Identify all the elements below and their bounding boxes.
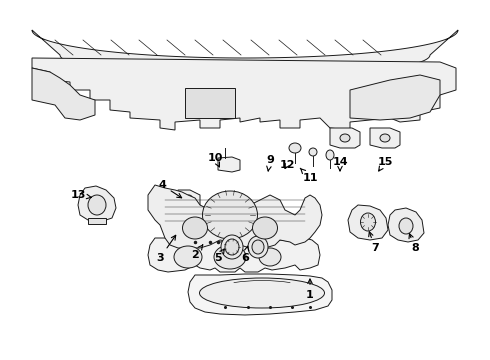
Polygon shape (148, 238, 320, 272)
Bar (185, 88, 235, 118)
Ellipse shape (326, 150, 334, 160)
Text: 10: 10 (207, 153, 222, 167)
Polygon shape (330, 128, 360, 148)
Text: 5: 5 (214, 249, 224, 263)
Polygon shape (178, 190, 200, 212)
Ellipse shape (361, 213, 375, 231)
Polygon shape (148, 185, 322, 248)
Polygon shape (388, 208, 424, 242)
Ellipse shape (289, 143, 301, 153)
Ellipse shape (88, 195, 106, 215)
Text: 1: 1 (306, 279, 314, 300)
Polygon shape (78, 186, 116, 222)
Text: 15: 15 (377, 157, 392, 171)
Polygon shape (348, 205, 388, 240)
Polygon shape (218, 157, 240, 172)
Text: 12: 12 (279, 160, 295, 170)
Polygon shape (188, 274, 332, 315)
Ellipse shape (199, 278, 324, 308)
Text: 6: 6 (241, 246, 249, 263)
Ellipse shape (225, 239, 239, 255)
Text: 8: 8 (409, 234, 419, 253)
Ellipse shape (174, 246, 202, 268)
Polygon shape (370, 128, 400, 148)
Ellipse shape (309, 148, 317, 156)
Ellipse shape (221, 235, 243, 259)
Text: 7: 7 (368, 232, 379, 253)
Ellipse shape (399, 218, 413, 234)
Text: 2: 2 (191, 245, 203, 260)
Ellipse shape (182, 217, 207, 239)
Ellipse shape (340, 134, 350, 142)
Polygon shape (350, 75, 440, 120)
Ellipse shape (252, 240, 264, 254)
Bar (88, 218, 106, 224)
Ellipse shape (214, 245, 246, 269)
Ellipse shape (259, 248, 281, 266)
Ellipse shape (202, 191, 258, 239)
Text: 3: 3 (156, 235, 176, 263)
Ellipse shape (185, 195, 193, 205)
Text: 9: 9 (266, 155, 274, 171)
Polygon shape (32, 30, 458, 77)
Text: 11: 11 (300, 168, 318, 183)
Text: 14: 14 (332, 157, 348, 171)
Ellipse shape (248, 236, 268, 258)
Ellipse shape (252, 217, 277, 239)
Polygon shape (32, 58, 456, 130)
Text: 13: 13 (70, 190, 92, 200)
Text: 4: 4 (158, 180, 182, 198)
Ellipse shape (380, 134, 390, 142)
Polygon shape (32, 68, 95, 120)
